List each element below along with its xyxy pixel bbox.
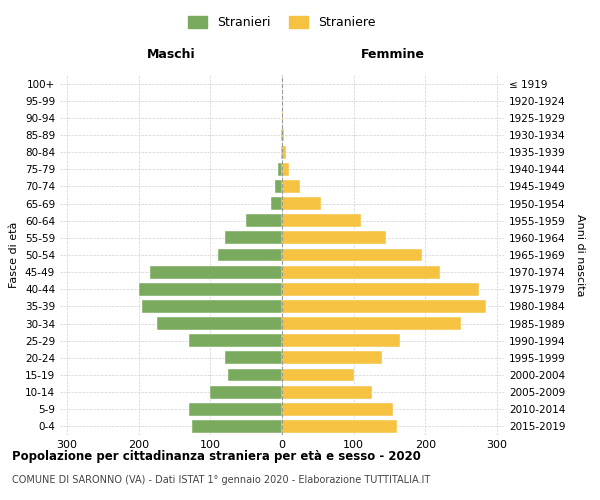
Y-axis label: Anni di nascita: Anni di nascita (575, 214, 585, 296)
Bar (282, 317, 461, 330)
Y-axis label: Fasce di età: Fasce di età (10, 222, 19, 288)
Bar (282, 248, 422, 262)
Bar (282, 214, 361, 227)
Bar (282, 283, 479, 296)
Text: Femmine: Femmine (361, 48, 425, 60)
Bar (189, 403, 282, 415)
Bar (246, 214, 282, 227)
Bar (282, 128, 284, 141)
Bar (189, 334, 282, 347)
Bar (281, 128, 282, 141)
Bar (281, 146, 282, 158)
Bar (149, 266, 282, 278)
Bar (139, 283, 282, 296)
Bar (282, 403, 393, 415)
Bar (225, 232, 282, 244)
Bar (282, 334, 400, 347)
Bar (193, 420, 282, 433)
Text: Maschi: Maschi (146, 48, 196, 60)
Bar (218, 248, 282, 262)
Bar (282, 232, 386, 244)
Bar (157, 317, 282, 330)
Bar (271, 197, 282, 210)
Bar (282, 300, 486, 313)
Text: COMUNE DI SARONNO (VA) - Dati ISTAT 1° gennaio 2020 - Elaborazione TUTTITALIA.IT: COMUNE DI SARONNO (VA) - Dati ISTAT 1° g… (12, 475, 430, 485)
Bar (282, 163, 289, 175)
Text: Popolazione per cittadinanza straniera per età e sesso - 2020: Popolazione per cittadinanza straniera p… (12, 450, 421, 463)
Bar (282, 197, 322, 210)
Bar (228, 368, 282, 382)
Bar (282, 420, 397, 433)
Legend: Stranieri, Straniere: Stranieri, Straniere (184, 11, 380, 34)
Bar (142, 300, 282, 313)
Bar (282, 146, 286, 158)
Bar (282, 112, 283, 124)
Bar (211, 386, 282, 398)
Bar (282, 368, 353, 382)
Bar (282, 352, 382, 364)
Bar (278, 163, 282, 175)
Bar (282, 266, 440, 278)
Bar (275, 180, 282, 193)
Bar (282, 386, 371, 398)
Bar (225, 352, 282, 364)
Bar (282, 180, 300, 193)
